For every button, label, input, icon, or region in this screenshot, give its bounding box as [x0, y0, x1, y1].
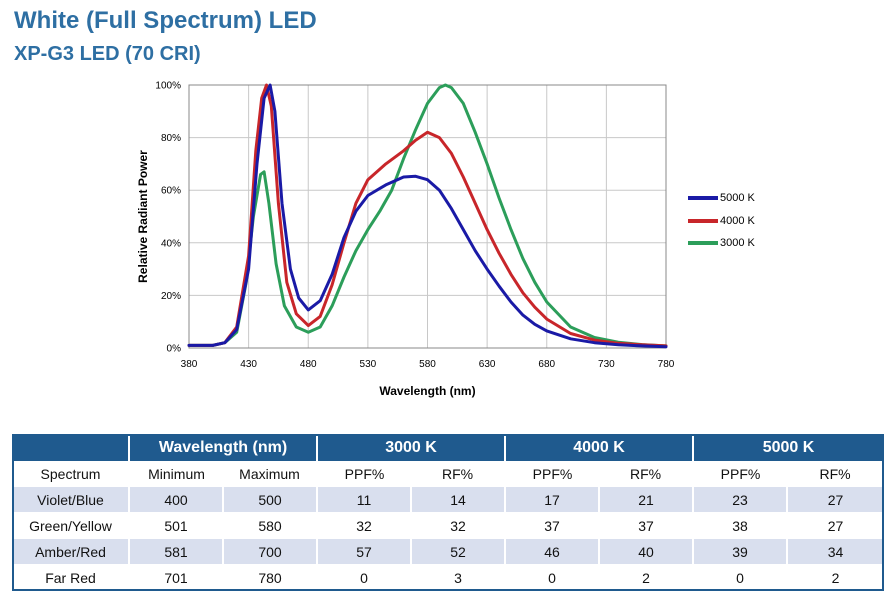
table-cell: 27: [786, 512, 884, 539]
table-cell: 700: [221, 538, 318, 565]
legend-item-3000k: 3000 K: [688, 232, 755, 255]
table-row: Green/Yellow 501 580 32 32 37 37 38 27: [13, 512, 884, 539]
series-line-3000k: [187, 83, 668, 348]
y-tick-label: 60%: [161, 186, 181, 197]
table-cell: 2: [598, 564, 694, 590]
table-cell: 21: [598, 486, 694, 513]
y-tick-label: 20%: [161, 291, 181, 302]
x-tick-label: 530: [360, 359, 377, 370]
table-sub-header: RF%: [787, 461, 884, 487]
table-sub-header: PPF%: [692, 461, 788, 487]
table-cell: 501: [128, 512, 223, 539]
table-row: Amber/Red 581 700 57 52 46 40 39 34: [13, 538, 884, 565]
legend-item-5000k: 5000 K: [688, 187, 755, 210]
table-cell: 0: [316, 564, 412, 590]
plot-area-border: [188, 84, 667, 349]
y-tick-label: 0%: [167, 344, 182, 355]
table-cell: 23: [692, 486, 788, 513]
series-line-5000k: [187, 83, 668, 349]
page-title: White (Full Spectrum) LED: [14, 7, 317, 34]
y-axis-label: Relative Radiant Power: [136, 150, 150, 283]
table-cell: 37: [598, 512, 694, 539]
table-sub-header: PPF%: [316, 461, 412, 487]
legend-label: 3000 K: [720, 237, 755, 250]
table-cell: 46: [504, 538, 600, 565]
table-cell: 581: [128, 538, 223, 565]
table-cell: 580: [221, 512, 318, 539]
spectrum-chart: 380 430 480 530 580 630 680 730 780 0% 20% 40% 60% 80…: [136, 81, 675, 399]
table-cell: 32: [410, 512, 506, 539]
table-cell: 52: [410, 538, 506, 565]
table-sub-header: RF%: [599, 461, 694, 487]
table-sub-header: Minimum: [128, 461, 223, 487]
table-cell: Amber/Red: [13, 538, 129, 565]
table-cell: 32: [316, 512, 412, 539]
y-tick-label: 80%: [161, 133, 181, 144]
table-cell: 57: [316, 538, 412, 565]
table-row: Far Red 701 780 0 3 0 2 0 2: [13, 564, 884, 590]
table-cell: 701: [128, 564, 223, 590]
legend-swatch: [688, 241, 718, 246]
table-cell: Far Red: [13, 564, 129, 590]
table-cell: 37: [504, 512, 600, 539]
table-cell: 38: [692, 512, 788, 539]
table-cell: 39: [692, 538, 788, 565]
table-cell: 0: [504, 564, 600, 590]
y-tick-label: 100%: [155, 81, 181, 92]
table-cell: 780: [221, 564, 318, 590]
legend-label: 5000 K: [720, 192, 755, 205]
page-subtitle: XP-G3 LED (70 CRI): [14, 43, 201, 65]
table-cell: Green/Yellow: [13, 512, 129, 539]
x-tick-label: 430: [240, 359, 257, 370]
table-group-header: 3000 K: [316, 435, 506, 461]
table-sub-header: Spectrum: [13, 461, 129, 487]
table-cell: 11: [316, 486, 412, 513]
table-group-header-row: Wavelength (nm) 3000 K 4000 K 5000 K: [13, 435, 884, 461]
legend-swatch: [688, 196, 718, 201]
chart-legend: 5000 K 4000 K 3000 K: [688, 187, 755, 255]
series-line-4000k: [187, 83, 668, 348]
x-tick-label: 380: [181, 359, 198, 370]
x-tick-label: 780: [658, 359, 675, 370]
table-group-header: Wavelength (nm): [127, 435, 318, 461]
x-tick-label: 680: [538, 359, 555, 370]
x-tick-label: 730: [598, 359, 615, 370]
table-cell: 34: [786, 538, 884, 565]
table-cell: 3: [410, 564, 506, 590]
table-group-header: 5000 K: [692, 435, 884, 461]
table-group-header-blank: [13, 435, 129, 461]
table-cell: 17: [504, 486, 600, 513]
table-cell: 400: [128, 486, 223, 513]
table-row: Violet/Blue 400 500 11 14 17 21 23 27: [13, 486, 884, 513]
legend-item-4000k: 4000 K: [688, 210, 755, 233]
table-cell: Violet/Blue: [13, 486, 129, 513]
table-cell: 14: [410, 486, 506, 513]
y-tick-label: 40%: [161, 238, 181, 249]
table-group-header: 4000 K: [504, 435, 694, 461]
spectrum-table: Wavelength (nm) 3000 K 4000 K 5000 K Spe…: [11, 434, 885, 591]
legend-label: 4000 K: [720, 214, 755, 227]
x-tick-label: 480: [300, 359, 317, 370]
x-tick-label: 580: [419, 359, 436, 370]
table-sub-header-row: Spectrum Minimum Maximum PPF% RF% PPF% R…: [13, 461, 884, 487]
legend-swatch: [688, 218, 718, 223]
table-cell: 500: [221, 486, 318, 513]
table-sub-header: PPF%: [504, 461, 600, 487]
x-tick-label: 630: [479, 359, 496, 370]
table-sub-header: Maximum: [223, 461, 318, 487]
table-cell: 2: [786, 564, 884, 590]
table-cell: 40: [598, 538, 694, 565]
x-axis-label: Wavelength (nm): [379, 384, 475, 398]
table-cell: 0: [692, 564, 788, 590]
table-cell: 27: [786, 486, 884, 513]
table-sub-header: RF%: [411, 461, 506, 487]
